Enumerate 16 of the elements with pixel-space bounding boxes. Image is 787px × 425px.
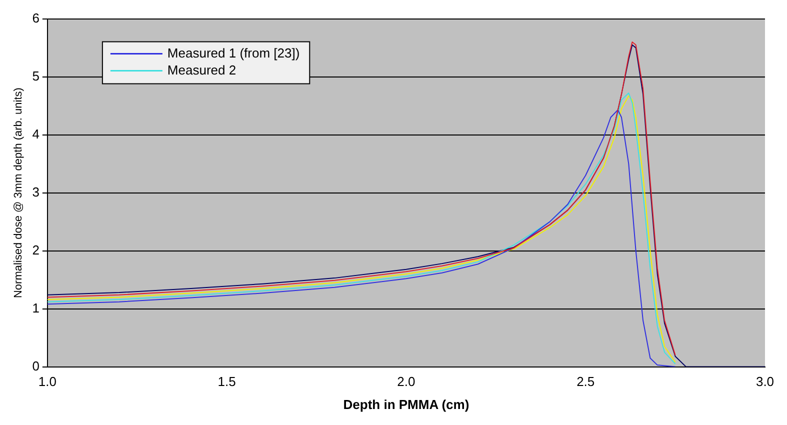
x-tick-label: 2.0 <box>397 374 416 390</box>
legend-label: Measured 2 <box>167 62 236 78</box>
x-tick-label: 3.0 <box>756 374 774 390</box>
y-tick-label: 5 <box>32 68 40 84</box>
legend-label: Measured 1 (from [23]) <box>167 45 300 60</box>
y-axis-title: Normalised dose @ 3mm depth (arb. units) <box>12 88 25 298</box>
x-axis-title: Depth in PMMA (cm) <box>343 396 470 412</box>
y-tick-label: 4 <box>32 126 40 142</box>
x-tick-label: 1.0 <box>38 374 56 390</box>
y-tick-label: 0 <box>32 358 40 374</box>
y-tick-label: 6 <box>32 10 40 26</box>
x-tick-label: 2.5 <box>576 374 595 390</box>
y-tick-label: 3 <box>32 184 40 200</box>
x-tick-label: 1.5 <box>218 374 236 390</box>
y-tick-label: 2 <box>32 242 40 258</box>
y-tick-label: 1 <box>32 300 40 316</box>
